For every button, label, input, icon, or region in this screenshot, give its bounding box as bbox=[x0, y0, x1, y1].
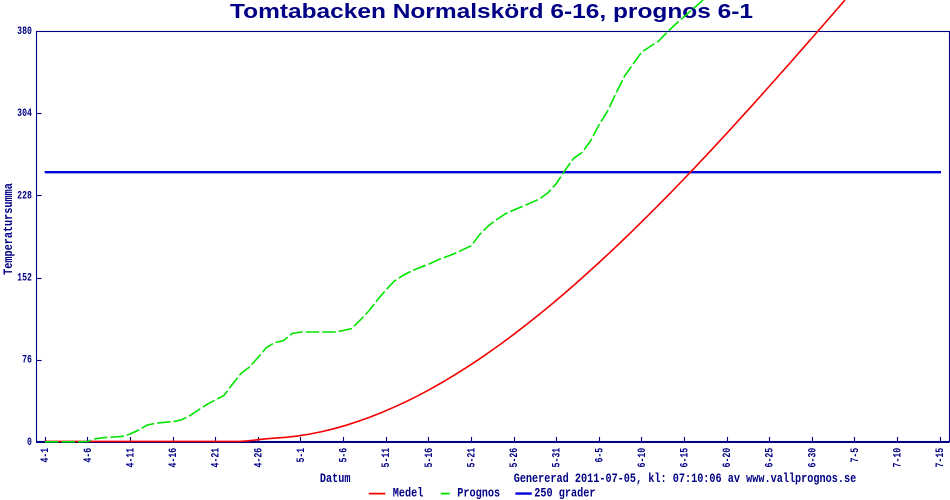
svg-text:6-25: 6-25 bbox=[764, 448, 776, 468]
svg-text:5-1: 5-1 bbox=[295, 448, 307, 463]
svg-text:4-16: 4-16 bbox=[167, 448, 179, 468]
svg-text:4-26: 4-26 bbox=[252, 448, 264, 468]
svg-text:0: 0 bbox=[27, 436, 32, 448]
svg-text:6-10: 6-10 bbox=[636, 448, 648, 468]
svg-text:5-6: 5-6 bbox=[337, 448, 349, 463]
svg-text:4-6: 4-6 bbox=[82, 448, 94, 463]
svg-text:Datum: Datum bbox=[320, 471, 351, 487]
svg-text:6-20: 6-20 bbox=[721, 448, 733, 468]
svg-text:5-11: 5-11 bbox=[380, 448, 392, 468]
svg-text:5-16: 5-16 bbox=[423, 448, 435, 468]
svg-text:5-21: 5-21 bbox=[465, 448, 477, 468]
svg-text:7-10: 7-10 bbox=[892, 448, 904, 468]
svg-text:Genererad 2011-07-05, kl: 07:1: Genererad 2011-07-05, kl: 07:10:06 av ww… bbox=[514, 471, 857, 487]
svg-text:Prognos: Prognos bbox=[457, 485, 500, 500]
svg-text:5-31: 5-31 bbox=[551, 448, 563, 468]
svg-text:380: 380 bbox=[17, 25, 32, 37]
svg-text:5-26: 5-26 bbox=[508, 448, 520, 468]
svg-text:250 grader: 250 grader bbox=[534, 485, 595, 500]
svg-text:304: 304 bbox=[17, 107, 32, 119]
svg-text:4-21: 4-21 bbox=[210, 448, 222, 468]
svg-text:228: 228 bbox=[17, 189, 32, 201]
svg-text:6-15: 6-15 bbox=[678, 448, 690, 468]
svg-text:7-15: 7-15 bbox=[934, 448, 946, 468]
svg-text:7-5: 7-5 bbox=[849, 448, 861, 463]
svg-text:6-30: 6-30 bbox=[806, 448, 818, 468]
svg-text:4-11: 4-11 bbox=[124, 448, 136, 468]
svg-text:6-5: 6-5 bbox=[593, 448, 605, 463]
svg-text:Temperatursumma: Temperatursumma bbox=[1, 183, 17, 275]
svg-text:76: 76 bbox=[22, 354, 32, 366]
svg-text:4-1: 4-1 bbox=[39, 448, 51, 463]
svg-text:Tomtabacken Normalskörd 6-16,: Tomtabacken Normalskörd 6-16, prognos 6-… bbox=[230, 1, 753, 23]
svg-text:152: 152 bbox=[17, 271, 32, 283]
svg-text:Medel: Medel bbox=[393, 485, 424, 500]
